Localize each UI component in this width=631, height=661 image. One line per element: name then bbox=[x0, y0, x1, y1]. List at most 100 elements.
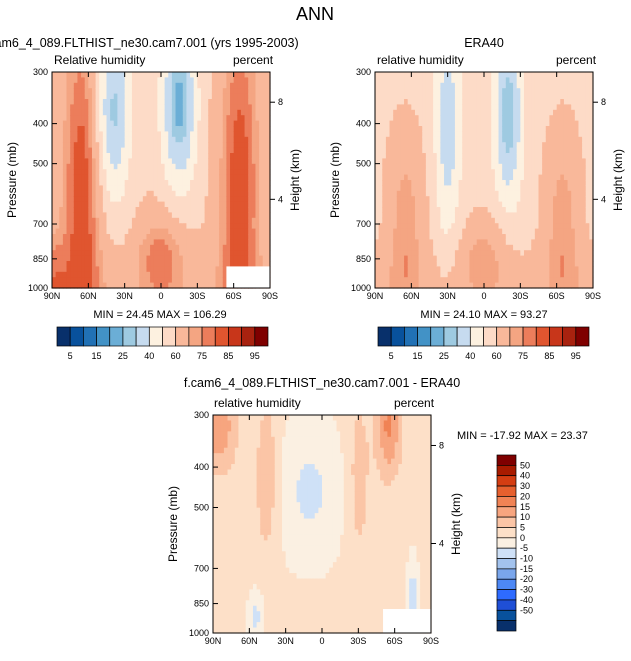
heatmap-cell bbox=[63, 99, 67, 105]
heatmap-cell bbox=[473, 202, 477, 208]
heatmap-cell bbox=[422, 266, 426, 272]
heatmap-cell bbox=[524, 191, 528, 197]
heatmap-cell bbox=[56, 261, 60, 267]
heatmap-cell bbox=[404, 229, 408, 235]
heatmap-cell bbox=[549, 158, 553, 164]
heatmap-cell bbox=[455, 137, 459, 143]
panel-model-right-label: percent bbox=[233, 53, 274, 67]
heatmap-cell bbox=[557, 196, 561, 202]
heatmap-cell bbox=[557, 223, 561, 229]
heatmap-cell bbox=[245, 83, 249, 89]
heatmap-cell bbox=[77, 83, 81, 89]
heatmap-cell bbox=[433, 142, 437, 148]
heatmap-cell bbox=[74, 261, 78, 267]
heatmap-cell bbox=[400, 142, 404, 148]
heatmap-cell bbox=[404, 196, 408, 202]
heatmap-cell bbox=[575, 218, 579, 224]
heatmap-cell bbox=[469, 104, 473, 110]
heatmap-cell bbox=[226, 121, 230, 127]
heatmap-cell bbox=[542, 126, 546, 132]
heatmap-cell bbox=[103, 88, 107, 94]
heatmap-cell bbox=[143, 126, 147, 132]
heatmap-cell bbox=[375, 245, 379, 251]
heatmap-cell bbox=[390, 77, 394, 83]
heatmap-cell bbox=[451, 202, 455, 208]
heatmap-cell bbox=[121, 131, 125, 137]
heatmap-cell bbox=[560, 115, 564, 121]
heatmap-cell bbox=[248, 148, 252, 154]
heatmap-cell bbox=[477, 239, 481, 245]
heatmap-cell bbox=[506, 72, 510, 78]
heatmap-cell bbox=[216, 83, 220, 89]
heatmap-cell bbox=[223, 223, 227, 229]
heatmap-cell bbox=[110, 126, 114, 132]
heatmap-cell bbox=[59, 234, 63, 240]
heatmap-cell bbox=[245, 191, 249, 197]
heatmap-cell bbox=[226, 142, 230, 148]
heatmap-cell bbox=[419, 277, 423, 283]
heatmap-cell bbox=[484, 131, 488, 137]
heatmap-cell bbox=[557, 148, 561, 154]
heatmap-cell bbox=[440, 207, 444, 213]
heatmap-cell bbox=[117, 115, 121, 121]
heatmap-cell bbox=[455, 180, 459, 186]
heatmap-cell bbox=[128, 175, 132, 181]
y-tick-label: 700 bbox=[356, 219, 371, 229]
heatmap-cell bbox=[139, 77, 143, 83]
heatmap-cell bbox=[168, 234, 172, 240]
heatmap-cell bbox=[542, 250, 546, 256]
heatmap-cell bbox=[437, 245, 441, 251]
heatmap-cell bbox=[386, 245, 390, 251]
heatmap-cell bbox=[70, 202, 74, 208]
heatmap-cell bbox=[67, 223, 71, 229]
heatmap-cell bbox=[81, 137, 85, 143]
heatmap-cell bbox=[190, 250, 194, 256]
heatmap-cell bbox=[546, 121, 550, 127]
heatmap-cell bbox=[259, 234, 263, 240]
heatmap-cell bbox=[397, 158, 401, 164]
heatmap-cell bbox=[110, 191, 114, 197]
heatmap-cell bbox=[208, 94, 212, 100]
heatmap-cell bbox=[125, 250, 129, 256]
heatmap-cell bbox=[103, 229, 107, 235]
heatmap-cell bbox=[74, 83, 78, 89]
heatmap-cell bbox=[433, 272, 437, 278]
heatmap-cell bbox=[172, 164, 176, 170]
heatmap-cell bbox=[121, 158, 125, 164]
heatmap-cell bbox=[143, 234, 147, 240]
heatmap-cell bbox=[92, 104, 96, 110]
heatmap-cell bbox=[495, 142, 499, 148]
heatmap-cell bbox=[506, 169, 510, 175]
heatmap-cell bbox=[426, 158, 430, 164]
heatmap-cell bbox=[469, 142, 473, 148]
heatmap-cell bbox=[430, 137, 434, 143]
heatmap-cell bbox=[455, 207, 459, 213]
heatmap-cell bbox=[448, 239, 452, 245]
heatmap-cell bbox=[480, 218, 484, 224]
heatmap-cell bbox=[183, 83, 187, 89]
heatmap-cell bbox=[437, 126, 441, 132]
heatmap-cell bbox=[190, 266, 194, 272]
heatmap-cell bbox=[488, 83, 492, 89]
heatmap-cell bbox=[186, 148, 190, 154]
heatmap-cell bbox=[190, 83, 194, 89]
heatmap-cell bbox=[400, 229, 404, 235]
heatmap-cell bbox=[234, 104, 238, 110]
heatmap-cell bbox=[157, 169, 161, 175]
heatmap-cell bbox=[568, 142, 572, 148]
heatmap-cell bbox=[578, 229, 582, 235]
heatmap-cell bbox=[397, 223, 401, 229]
heatmap-cell bbox=[176, 175, 180, 181]
heatmap-cell bbox=[205, 72, 209, 78]
heatmap-cell bbox=[557, 104, 561, 110]
heatmap-cell bbox=[411, 115, 415, 121]
heatmap-cell bbox=[136, 245, 140, 251]
heatmap-cell bbox=[237, 126, 241, 132]
heatmap-cell bbox=[255, 239, 259, 245]
heatmap-cell bbox=[92, 83, 96, 89]
heatmap-cell bbox=[139, 234, 143, 240]
heatmap-cell bbox=[506, 234, 510, 240]
heatmap-cell bbox=[194, 131, 198, 137]
heatmap-cell bbox=[125, 196, 129, 202]
heatmap-cell bbox=[466, 158, 470, 164]
